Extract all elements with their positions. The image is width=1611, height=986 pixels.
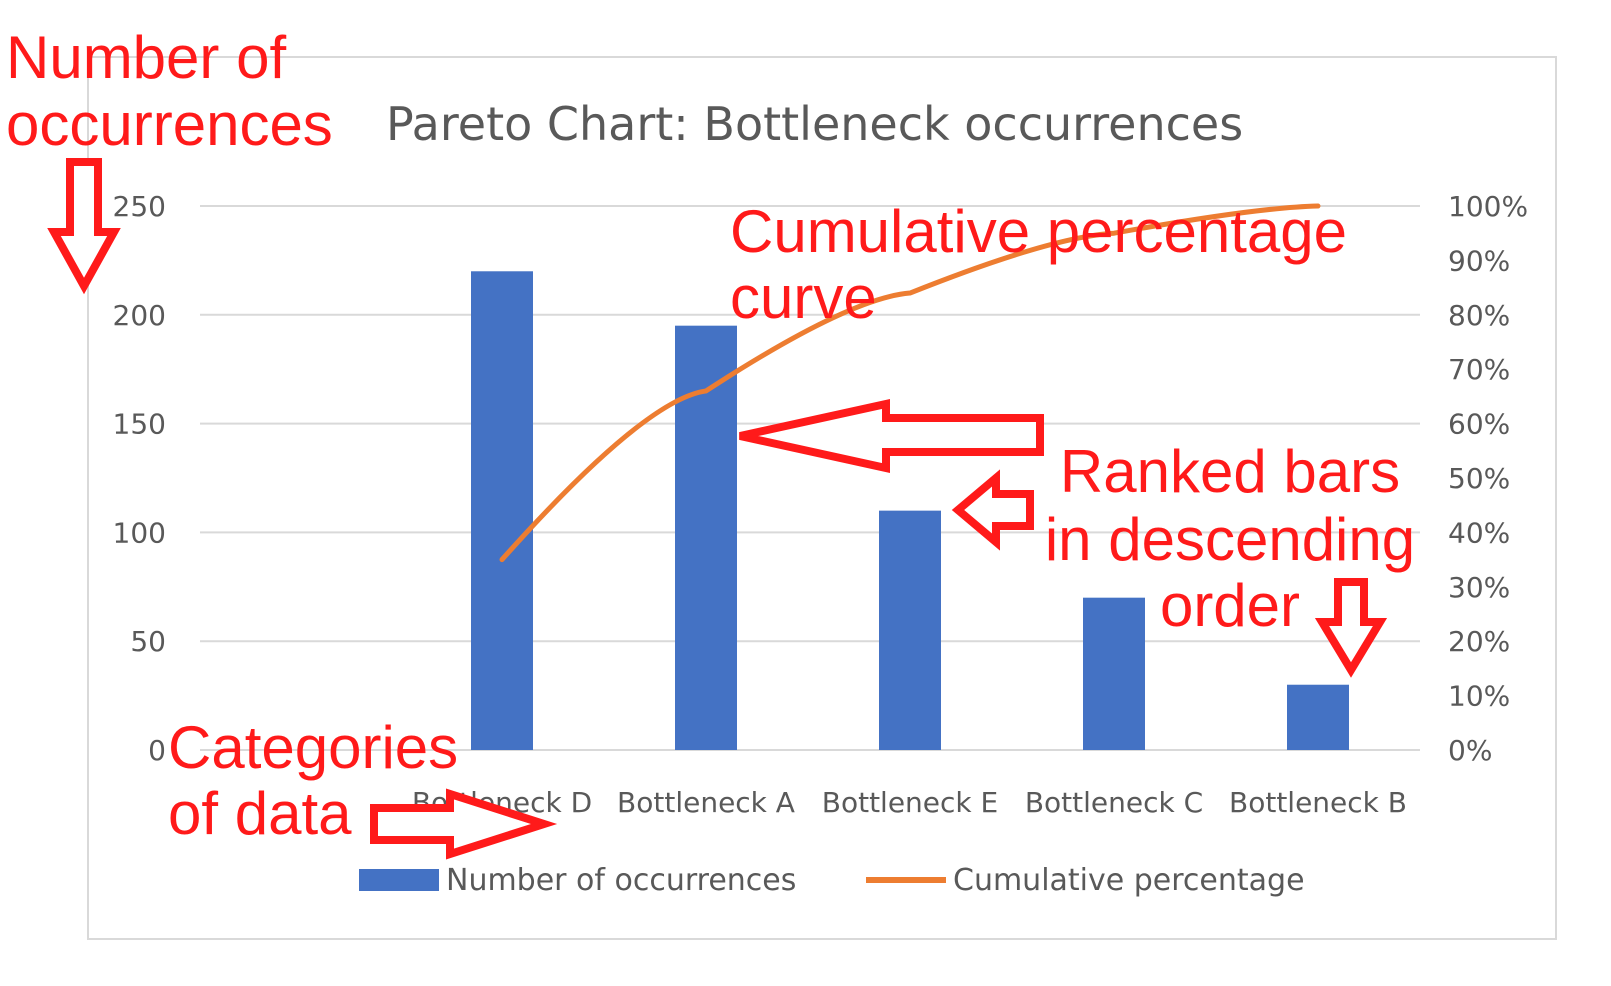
down-arrow-small-icon: [1314, 578, 1388, 678]
right-tick-label: 60%: [1448, 408, 1510, 441]
annotation-bars-line2: in descending: [1045, 506, 1415, 573]
legend: Number of occurrences Cumulative percent…: [359, 863, 1305, 898]
bar: [879, 510, 941, 750]
left-axis-ticks: 0 50 100 150 200 250: [113, 190, 166, 767]
chart-frame: [87, 56, 1557, 940]
small-left-arrow-icon: [951, 469, 1034, 551]
annotation-curve-line2: curve: [730, 264, 877, 331]
right-tick-label: 10%: [1448, 680, 1510, 713]
bar: [471, 271, 533, 750]
left-tick-label: 50: [130, 625, 166, 658]
category-labels: Bottleneck D Bottleneck A Bottleneck E Bott…: [412, 786, 1407, 819]
gridlines: [200, 205, 1420, 751]
right-axis-ticks: 0% 10% 20% 30% 40% 50% 60% 70% 80% 90% 100%: [1448, 190, 1528, 767]
category-label: Bottleneck C: [1025, 786, 1203, 819]
annotation-layer: Number of occurrences Cumulative percent…: [6, 24, 1415, 860]
down-arrow-icon: [47, 158, 121, 295]
right-tick-label: 50%: [1448, 462, 1510, 495]
right-tick-label: 30%: [1448, 571, 1510, 604]
legend-swatch-bars: [359, 869, 439, 891]
annotation-y-axis-line2: occurrences: [6, 91, 333, 158]
line-series: [499, 203, 1321, 563]
category-label: Bottleneck E: [822, 786, 998, 819]
right-tick-label: 20%: [1448, 625, 1510, 658]
annotation-bars-line3: order: [1160, 572, 1300, 639]
category-label: Bottleneck B: [1229, 786, 1407, 819]
left-tick-label: 0: [148, 734, 166, 767]
right-tick-label: 100%: [1448, 190, 1528, 223]
right-tick-label: 40%: [1448, 516, 1510, 549]
right-arrow-icon: [370, 788, 558, 860]
annotation-categories-line1: Categories: [168, 714, 458, 781]
right-tick-label: 70%: [1448, 353, 1510, 386]
left-tick-label: 100: [113, 516, 166, 549]
left-tick-label: 200: [113, 299, 166, 332]
right-tick-label: 0%: [1448, 734, 1492, 767]
annotation-curve-line1: Cumulative percentage: [730, 198, 1347, 265]
category-label: Bottleneck A: [617, 786, 795, 819]
annotation-y-axis-line1: Number of: [6, 24, 286, 91]
annotation-bars-line1: Ranked bars: [1060, 438, 1400, 505]
right-tick-label: 80%: [1448, 299, 1510, 332]
legend-label-line: Cumulative percentage: [953, 863, 1305, 898]
right-tick-label: 90%: [1448, 244, 1510, 277]
bar: [1287, 684, 1349, 750]
left-tick-label: 250: [113, 190, 166, 223]
chart-title: Pareto Chart: Bottleneck occurrences: [386, 97, 1243, 151]
legend-label-bars: Number of occurrences: [446, 863, 796, 898]
annotation-categories-line2: of data: [168, 780, 352, 847]
cumulative-line: [499, 203, 1321, 563]
left-arrow-icon: [739, 399, 1044, 473]
left-tick-label: 150: [113, 408, 166, 441]
bar: [1083, 597, 1145, 750]
